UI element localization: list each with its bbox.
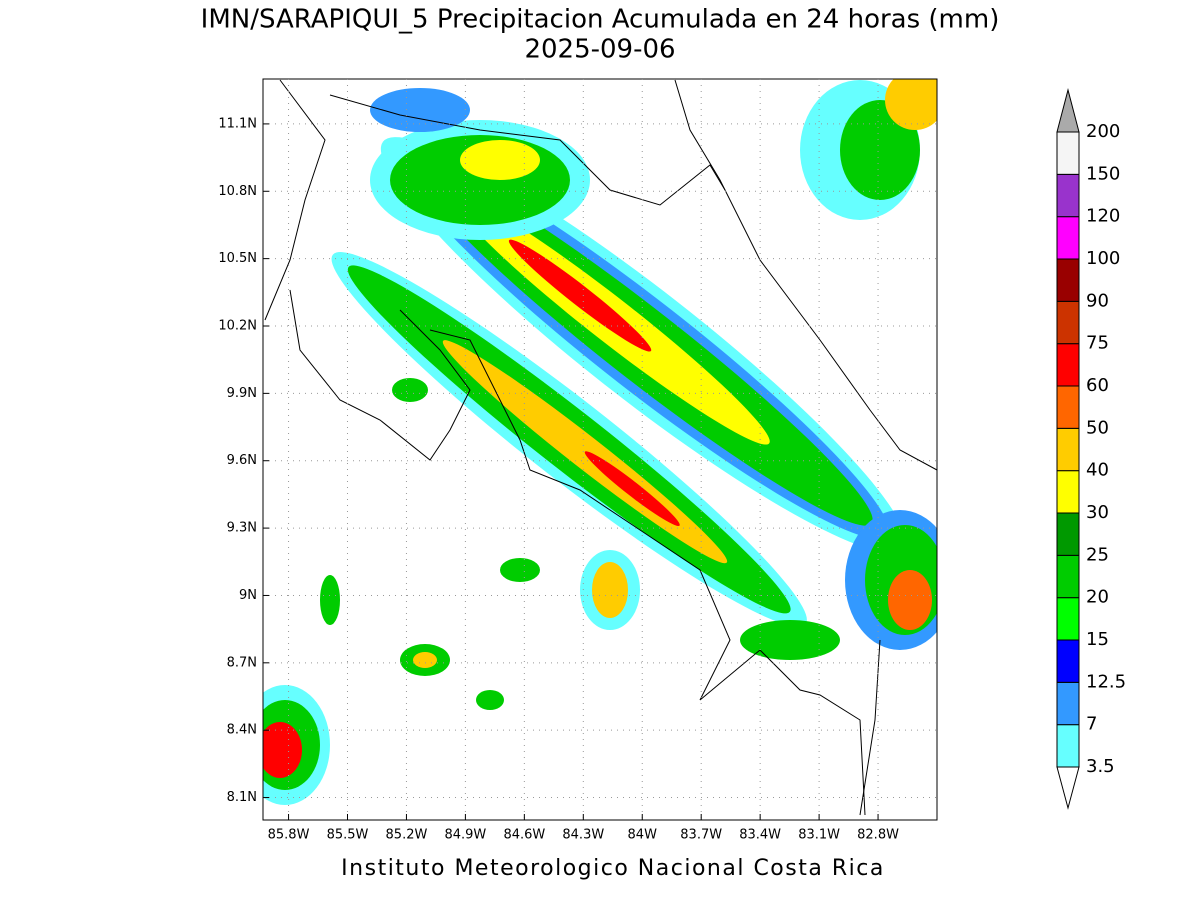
colorbar-box xyxy=(1056,131,1080,175)
y-tick-label: 10.5N xyxy=(218,251,257,266)
x-tick-label: 82.8W xyxy=(857,828,899,843)
colorbar-box xyxy=(1056,597,1080,641)
colorbar-box xyxy=(1056,724,1080,768)
colorbar-label: 50 xyxy=(1086,417,1109,438)
colorbar-box xyxy=(1056,343,1080,387)
x-tick-label: 85.5W xyxy=(327,828,369,843)
colorbar-under xyxy=(1056,766,1080,810)
footer: Instituto Meteorologico Nacional Costa R… xyxy=(341,856,885,881)
x-tick-label: 84.3W xyxy=(562,828,604,843)
colorbar-label: 25 xyxy=(1086,544,1109,565)
colorbar-label: 200 xyxy=(1086,121,1120,142)
colorbar-box xyxy=(1056,639,1080,683)
y-tick-label: 9.6N xyxy=(227,453,257,468)
colorbar-box xyxy=(1056,512,1080,556)
colorbar-box xyxy=(1056,385,1080,429)
y-tick-label: 9.9N xyxy=(227,386,257,401)
colorbar-label: 60 xyxy=(1086,375,1109,396)
colorbar-over xyxy=(1056,88,1080,133)
precip-field xyxy=(263,79,937,805)
y-tick-label: 9N xyxy=(239,588,257,603)
colorbar-label: 40 xyxy=(1086,460,1109,481)
x-tick-label: 83.7W xyxy=(680,828,722,843)
y-tick-label: 11.1N xyxy=(218,116,257,131)
colorbar-label: 12.5 xyxy=(1086,671,1126,692)
y-tick-label: 10.2N xyxy=(218,319,257,334)
coastlines xyxy=(264,79,937,816)
x-tick-label: 84.6W xyxy=(503,828,545,843)
x-tick-label: 83.1W xyxy=(798,828,840,843)
x-tick-label: 83.4W xyxy=(739,828,781,843)
x-tick-label: 84.9W xyxy=(444,828,486,843)
y-tick-label: 10.8N xyxy=(218,184,257,199)
colorbar-label: 100 xyxy=(1086,248,1120,269)
map-frame xyxy=(262,78,938,821)
colorbar-box xyxy=(1056,216,1080,260)
title: IMN/SARAPIQUI_5 Precipitacion Acumulada … xyxy=(201,5,1000,35)
colorbar-box xyxy=(1056,300,1080,345)
colorbar-label: 150 xyxy=(1086,163,1120,184)
colorbar-label: 15 xyxy=(1086,629,1109,650)
colorbar-box xyxy=(1056,173,1080,218)
colorbar-box xyxy=(1056,470,1080,514)
colorbar-label: 20 xyxy=(1086,587,1109,608)
subtitle: 2025-09-06 xyxy=(524,35,675,65)
colorbar-label: 120 xyxy=(1086,206,1120,227)
x-tick-label: 84W xyxy=(628,828,658,843)
colorbar-label: 75 xyxy=(1086,333,1109,354)
colorbar-label: 90 xyxy=(1086,290,1109,311)
x-tick-label: 85.2W xyxy=(386,828,428,843)
colorbar-label: 3.5 xyxy=(1086,756,1115,777)
colorbar-box xyxy=(1056,554,1080,599)
colorbar-label: 7 xyxy=(1086,714,1097,735)
colorbar-box xyxy=(1056,681,1080,726)
colorbar-label: 30 xyxy=(1086,502,1109,523)
colorbar-box xyxy=(1056,427,1080,472)
y-tick-label: 9.3N xyxy=(227,521,257,536)
y-tick-label: 8.4N xyxy=(227,723,257,738)
colorbar-box xyxy=(1056,258,1080,302)
x-tick-label: 85.8W xyxy=(268,828,310,843)
y-tick-label: 8.7N xyxy=(227,655,257,670)
y-tick-label: 8.1N xyxy=(227,790,257,805)
